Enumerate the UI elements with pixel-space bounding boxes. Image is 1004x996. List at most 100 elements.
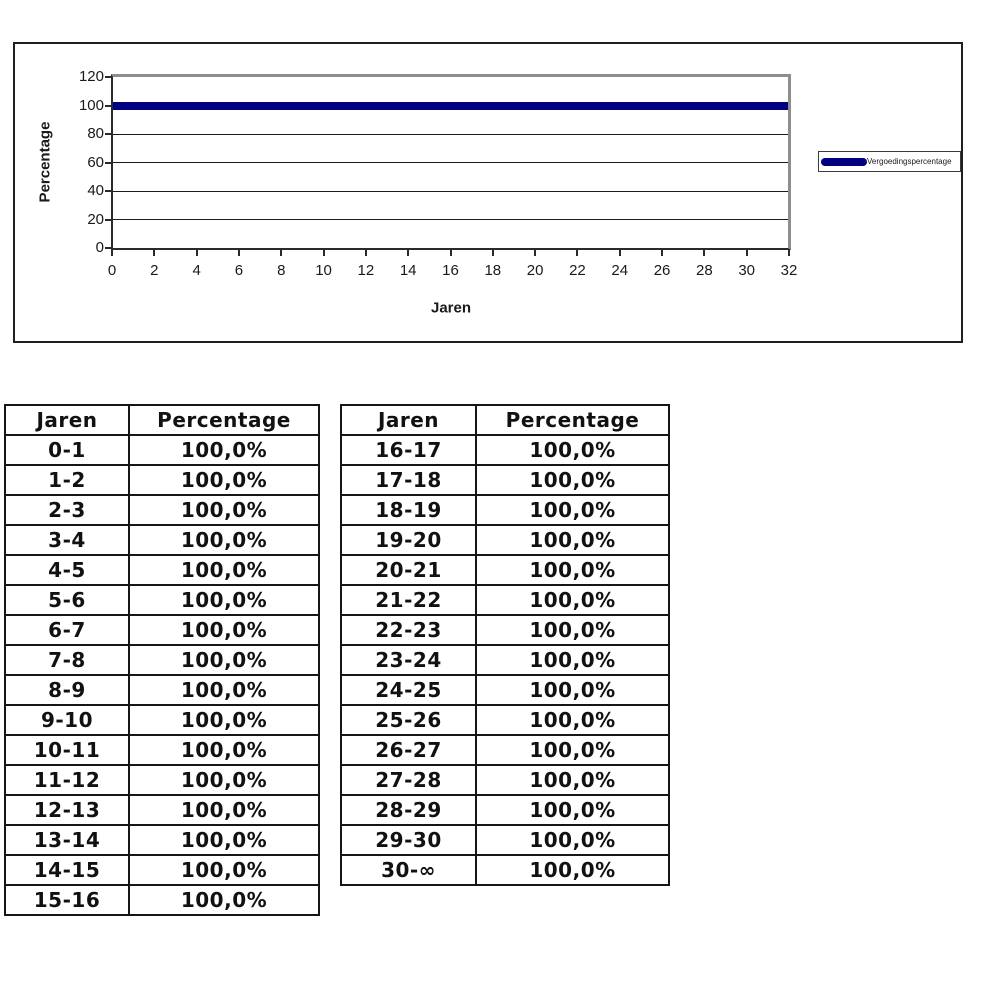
- x-tick-mark: [449, 250, 452, 256]
- table-row: 8-9 100,0%: [4, 674, 320, 706]
- plot-area: [111, 74, 791, 250]
- percentage-cell: 100,0%: [475, 644, 670, 676]
- percentage-cell: 100,0%: [475, 734, 670, 766]
- x-tick-label: 32: [780, 262, 798, 279]
- x-tick-label: 14: [399, 262, 417, 279]
- percentage-cell: 100,0%: [128, 824, 320, 856]
- percentage-cell: 100,0%: [475, 584, 670, 616]
- percentage-cell: 100,0%: [475, 524, 670, 556]
- percentage-cell: 100,0%: [128, 884, 320, 916]
- percentage-cell: 100,0%: [128, 644, 320, 676]
- jaren-cell: 0-1: [4, 434, 130, 466]
- y-tick-label: 40: [87, 182, 104, 199]
- table-row: 13-14 100,0%: [4, 824, 320, 856]
- x-tick-mark: [745, 250, 748, 256]
- percentage-cell: 100,0%: [475, 824, 670, 856]
- x-tick-label: 24: [611, 262, 629, 279]
- jaren-cell: 15-16: [4, 884, 130, 916]
- legend: Vergoedingspercentage: [818, 151, 961, 172]
- table-right: Jaren Percentage 16-17 100,0% 17-18 100,0% 18…: [340, 404, 670, 886]
- percentage-cell: 100,0%: [128, 794, 320, 826]
- x-tick-mark: [491, 250, 494, 256]
- jaren-cell: 19-20: [340, 524, 477, 556]
- percentage-cell: 100,0%: [475, 704, 670, 736]
- x-tick-label: 12: [357, 262, 375, 279]
- table-left: Jaren Percentage 0-1 100,0% 1-2 100,0% 2-3 100…: [4, 404, 320, 916]
- x-tick-label: 8: [277, 262, 286, 279]
- y-axis-title: Percentage: [36, 121, 54, 203]
- x-tick-mark: [364, 250, 367, 256]
- table-row: 1-2 100,0%: [4, 464, 320, 496]
- x-tick-mark: [322, 250, 325, 256]
- table-row: 24-25 100,0%: [340, 674, 670, 706]
- percentage-cell: 100,0%: [475, 554, 670, 586]
- percentage-cell: 100,0%: [128, 674, 320, 706]
- percentage-cell: 100,0%: [475, 764, 670, 796]
- percentage-cell: 100,0%: [128, 434, 320, 466]
- jaren-cell: 9-10: [4, 704, 130, 736]
- table-row: 28-29 100,0%: [340, 794, 670, 826]
- jaren-cell: 8-9: [4, 674, 130, 706]
- jaren-cell: 23-24: [340, 644, 477, 676]
- column-header-percentage: Percentage: [128, 404, 320, 436]
- percentage-cell: 100,0%: [128, 704, 320, 736]
- table-row: 19-20 100,0%: [340, 524, 670, 556]
- table-row: 30-∞ 100,0%: [340, 854, 670, 886]
- percentage-cell: 100,0%: [128, 494, 320, 526]
- y-tick-label: 100: [78, 96, 104, 114]
- y-tick-mark: [105, 104, 111, 107]
- y-tick-label: 60: [87, 153, 104, 171]
- x-tick-label: 20: [526, 262, 544, 279]
- table-row: 17-18 100,0%: [340, 464, 670, 496]
- jaren-cell: 7-8: [4, 644, 130, 676]
- x-tick-label: 18: [484, 262, 502, 279]
- table-row: 12-13 100,0%: [4, 794, 320, 826]
- x-tick-label: 0: [107, 262, 117, 279]
- percentage-cell: 100,0%: [475, 854, 670, 886]
- x-tick-mark: [237, 250, 240, 256]
- column-header-jaren: Jaren: [4, 404, 130, 436]
- jaren-cell: 13-14: [4, 824, 130, 856]
- jaren-cell: 29-30: [340, 824, 477, 856]
- x-tick-label: 4: [192, 262, 201, 279]
- percentage-cell: 100,0%: [475, 674, 670, 706]
- table-row: 4-5 100,0%: [4, 554, 320, 586]
- percentage-cell: 100,0%: [128, 524, 320, 556]
- jaren-cell: 12-13: [4, 794, 130, 826]
- percentage-cell: 100,0%: [475, 434, 670, 466]
- x-tick-label: 10: [315, 262, 332, 279]
- x-tick-mark: [788, 250, 790, 256]
- y-tick-mark: [105, 76, 111, 78]
- percentage-cell: 100,0%: [475, 794, 670, 826]
- x-tick-mark: [576, 250, 579, 256]
- percentage-cell: 100,0%: [128, 464, 320, 496]
- table-header-row: Jaren Percentage: [340, 404, 670, 436]
- series-line-vergoedingspercentage: [113, 101, 788, 110]
- table-row: 27-28 100,0%: [340, 764, 670, 796]
- percentage-cell: 100,0%: [128, 554, 320, 586]
- table-row: 5-6 100,0%: [4, 584, 320, 616]
- jaren-cell: 16-17: [340, 434, 477, 466]
- jaren-cell: 2-3: [4, 494, 130, 526]
- x-tick-mark: [195, 250, 198, 256]
- gridline-y-40: [113, 190, 788, 192]
- jaren-cell: 26-27: [340, 734, 477, 766]
- table-row: 22-23 100,0%: [340, 614, 670, 646]
- legend-label: Vergoedingspercentage: [867, 157, 952, 166]
- y-tick-mark: [105, 247, 111, 249]
- percentage-cell: 100,0%: [128, 854, 320, 886]
- x-tick-mark: [153, 250, 156, 256]
- x-tick-mark: [407, 250, 410, 256]
- x-tick-mark: [534, 250, 537, 256]
- percentage-cell: 100,0%: [475, 464, 670, 496]
- y-tick-label: 0: [95, 239, 104, 256]
- table-row: 21-22 100,0%: [340, 584, 670, 616]
- percentage-cell: 100,0%: [128, 764, 320, 796]
- gridline-y-80: [113, 133, 788, 135]
- x-tick-label: 6: [234, 262, 244, 279]
- table-row: 10-11 100,0%: [4, 734, 320, 766]
- table-row: 29-30 100,0%: [340, 824, 670, 856]
- jaren-cell: 3-4: [4, 524, 130, 556]
- jaren-cell: 4-5: [4, 554, 130, 586]
- jaren-cell: 10-11: [4, 734, 130, 766]
